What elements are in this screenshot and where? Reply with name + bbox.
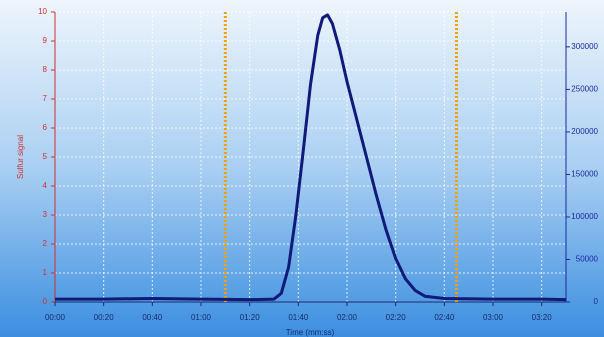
y2-tick-label: 0 — [594, 297, 599, 306]
x-tick-label: 03:00 — [483, 313, 504, 322]
y2-tick-label: 50000 — [576, 255, 599, 264]
x-tick-label: 01:20 — [240, 313, 261, 322]
x-tick-label: 01:40 — [288, 313, 309, 322]
x-tick-label: 02:40 — [434, 313, 455, 322]
x-tick-label: 01:00 — [191, 313, 212, 322]
x-tick-label: 02:20 — [386, 313, 407, 322]
x-tick-label: 00:40 — [142, 313, 163, 322]
x-axis-label: Time (mm:ss) — [286, 328, 335, 337]
x-tick-label: 00:20 — [94, 313, 115, 322]
y-tick-label: 8 — [43, 65, 48, 74]
y-tick-label: 0 — [43, 297, 48, 306]
series-line — [55, 13, 567, 302]
y-tick-label: 3 — [43, 210, 48, 219]
y-tick-label: 5 — [43, 152, 48, 161]
y2-tick-label: 150000 — [571, 170, 598, 179]
y-tick-label: 6 — [43, 123, 48, 132]
y-tick-label: 10 — [38, 7, 47, 16]
y-tick-label: 7 — [43, 94, 48, 103]
x-tick-label: 00:00 — [45, 313, 66, 322]
y2-tick-label: 250000 — [571, 84, 598, 93]
y-tick-label: 2 — [43, 239, 48, 248]
y2-tick-label: 300000 — [571, 42, 598, 51]
y-tick-label: 1 — [43, 268, 48, 277]
y2-tick-label: 100000 — [571, 212, 598, 221]
x-tick-label: 03:20 — [532, 313, 553, 322]
x-tick-label: 02:00 — [337, 313, 358, 322]
y-tick-label: 9 — [43, 36, 48, 45]
y2-tick-label: 200000 — [571, 127, 598, 136]
y-axis-label: Sulfur signal — [16, 135, 25, 179]
y-tick-label: 4 — [43, 181, 48, 190]
